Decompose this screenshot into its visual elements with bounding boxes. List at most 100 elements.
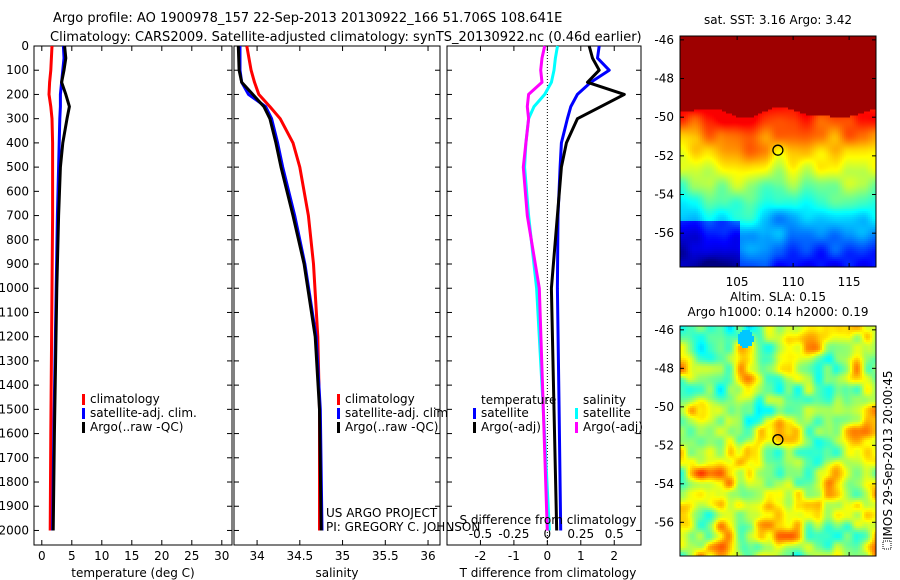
imos-timestamp: IMOS 29-Sep-2013 20:00:45 <box>881 370 895 540</box>
sla-map-frame <box>679 325 877 557</box>
plots-group: 0100200300400500600700800900100011001200… <box>0 33 877 563</box>
salinity-tick-label: 36 <box>420 549 435 563</box>
t-diff-tick-label: 0 <box>544 549 552 563</box>
depth-tick-label: 1000 <box>0 281 29 295</box>
t-diff-axis-label: T difference from climatology <box>459 566 637 580</box>
legend-label: satellite-adj. clim. <box>90 406 197 420</box>
depth-tick-label: 700 <box>6 209 29 223</box>
depth-tick-label: 1200 <box>0 330 29 344</box>
map-lat-label: -46 <box>654 33 674 47</box>
legend-label: satellite <box>583 406 631 420</box>
depth-tick-label: 1800 <box>0 475 29 489</box>
salinity-series-0 <box>245 45 321 531</box>
depth-tick-label: 400 <box>6 136 29 150</box>
map-lat-label: -50 <box>654 110 674 124</box>
legend-label: Argo(-adj) <box>481 420 541 434</box>
map-lat-label: -56 <box>654 226 674 240</box>
legend-label: Argo(..raw -QC) <box>90 420 183 434</box>
t-diff-tick-label: 2 <box>610 549 618 563</box>
legend-label: satellite <box>481 406 529 420</box>
temperature-series-2 <box>51 45 71 531</box>
legend-swatch <box>575 422 578 433</box>
argo-position-marker <box>772 434 784 446</box>
map-lon-label: 110 <box>782 275 805 289</box>
legend-swatch <box>473 408 476 419</box>
depth-tick-label: 300 <box>6 112 29 126</box>
s-diff-tick-label: -0.5 <box>469 527 492 541</box>
difference-series-0 <box>555 45 611 531</box>
title-line-2: Climatology: CARS2009. Satellite-adjuste… <box>50 30 642 45</box>
depth-tick-label: 1100 <box>0 305 29 319</box>
credit-line-2: PI: GREGORY C. JOHNSON <box>326 520 480 534</box>
depth-tick-label: 1500 <box>0 402 29 416</box>
depth-tick-label: 1700 <box>0 451 29 465</box>
map-lat-label: -52 <box>654 438 674 452</box>
legend-label: satellite-adj. clim. <box>345 406 452 420</box>
t-diff-tick-label: -2 <box>474 549 486 563</box>
map-lon-label: 105 <box>726 275 749 289</box>
s-diff-tick-label: -0.25 <box>498 527 529 541</box>
temperature-tick-label: 0 <box>38 549 46 563</box>
map-lon-label: 115 <box>838 275 861 289</box>
map-lat-label: -52 <box>654 149 674 163</box>
s-diff-axis-label: S difference from climatology <box>460 513 637 527</box>
title-line-1: Argo profile: AO 1900978_157 22-Sep-2013… <box>53 11 562 26</box>
s-diff-tick-label: 0.5 <box>605 527 624 541</box>
temperature-tick-label: 30 <box>214 549 229 563</box>
legend-swatch <box>473 422 476 433</box>
map-lat-label: -48 <box>654 361 674 375</box>
t-diff-tick-label: -1 <box>508 549 520 563</box>
depth-tick-label: 800 <box>6 233 29 247</box>
salinity-tick-label: 35 <box>335 549 350 563</box>
legend-swatch <box>82 422 85 433</box>
depth-tick-label: 1300 <box>0 354 29 368</box>
depth-tick-label: 500 <box>6 160 29 174</box>
sla-map-title: Altim. SLA: 0.15 <box>730 290 826 304</box>
salinity-tick-label: 35.5 <box>372 549 399 563</box>
legend-swatch <box>337 422 340 433</box>
salinity-axis-label: salinity <box>315 566 358 580</box>
salinity-series-2 <box>236 45 323 531</box>
salinity-tick-label: 34.5 <box>286 549 313 563</box>
credit-line-1: US ARGO PROJECT <box>326 506 438 520</box>
depth-tick-label: 1600 <box>0 427 29 441</box>
temperature-tick-label: 15 <box>124 549 139 563</box>
temperature-tick-label: 5 <box>68 549 76 563</box>
map-lat-label: -48 <box>654 72 674 86</box>
depth-tick-label: 200 <box>6 87 29 101</box>
t-diff-tick-label: 1 <box>577 549 585 563</box>
depth-tick-label: 1400 <box>0 378 29 392</box>
sst-map-heatmap <box>680 36 876 267</box>
map-lat-label: -54 <box>654 477 674 491</box>
depth-tick-label: 2000 <box>0 523 29 537</box>
s-diff-tick-label: 0 <box>544 527 552 541</box>
legend-heading-salinity: salinity <box>583 393 626 407</box>
sst-map-frame <box>679 35 877 268</box>
temperature-tick-label: 25 <box>184 549 199 563</box>
s-diff-tick-label: 0.25 <box>567 527 594 541</box>
difference-series-1 <box>549 45 626 531</box>
legend-swatch <box>82 394 85 405</box>
legend-swatch <box>82 408 85 419</box>
map-lat-label: -46 <box>654 323 674 337</box>
legend-swatch <box>575 408 578 419</box>
depth-tick-label: 600 <box>6 184 29 198</box>
depth-tick-label: 1900 <box>0 499 29 513</box>
map-lat-label: -50 <box>654 400 674 414</box>
map-lat-label: -54 <box>654 188 674 202</box>
difference-series-3 <box>521 45 549 531</box>
temperature-tick-label: 10 <box>94 549 109 563</box>
map-lat-label: -56 <box>654 515 674 529</box>
legend-label: Argo(..raw -QC) <box>345 420 438 434</box>
legend-swatch <box>337 408 340 419</box>
legend-swatch <box>337 394 340 405</box>
plot-frame <box>33 45 233 546</box>
depth-tick-label: 900 <box>6 257 29 271</box>
legend-label: Argo(-adj) <box>583 420 643 434</box>
sla-map-subtitle: Argo h1000: 0.14 h2000: 0.19 <box>688 305 869 319</box>
sst-map-title: sat. SST: 3.16 Argo: 3.42 <box>704 13 852 27</box>
legend-label: climatology <box>345 392 415 406</box>
temperature-axis-label: temperature (deg C) <box>71 566 194 580</box>
